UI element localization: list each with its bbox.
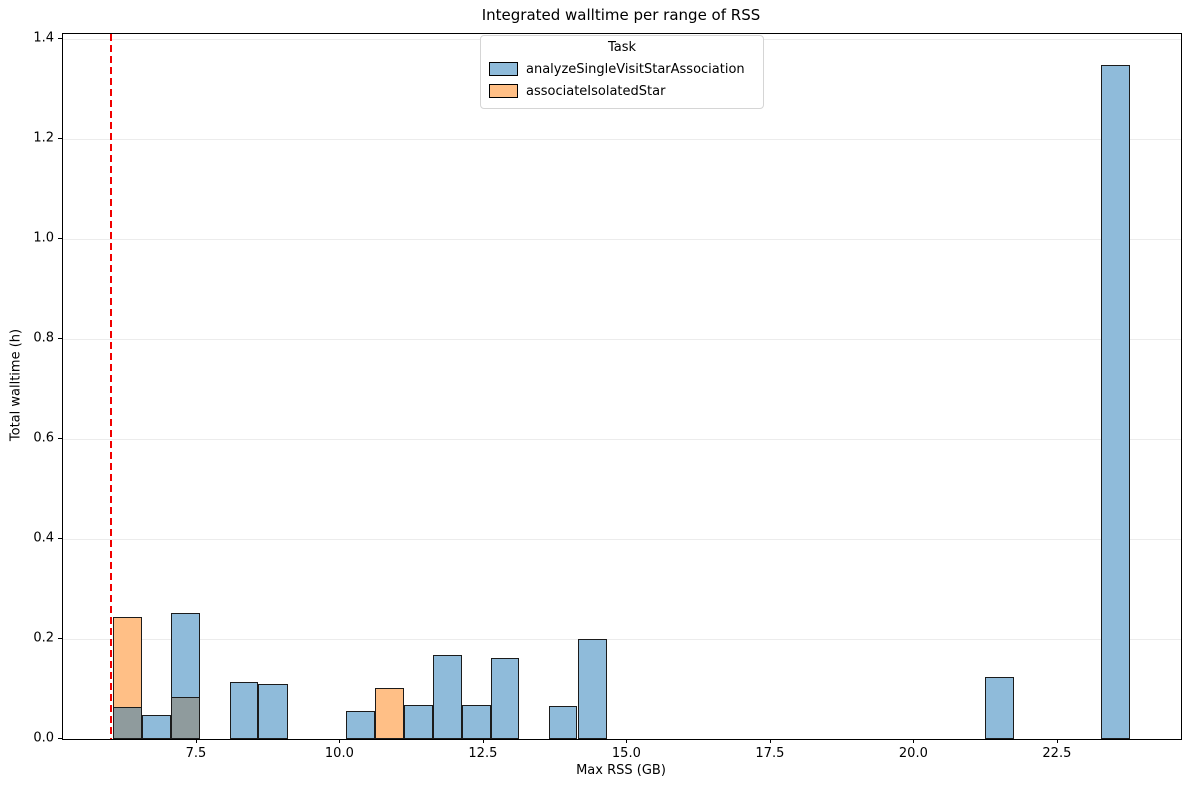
legend: Task analyzeSingleVisitStarAssociation a… — [480, 35, 764, 109]
x-tick-mark — [913, 739, 915, 743]
histogram-bar-analyzeSingleVisitStarAssociation — [548, 705, 578, 739]
histogram-bar-analyzeSingleVisitStarAssociation — [490, 657, 520, 739]
x-tick-mark — [196, 739, 197, 743]
legend-item-analyzeSingleVisitStarAssociation: analyzeSingleVisitStarAssociation — [489, 58, 755, 80]
x-tick-label: 17.5 — [755, 746, 785, 761]
y-tick-label: 0.0 — [33, 730, 54, 746]
y-tick-label: 1.0 — [33, 230, 54, 246]
y-tick-mark — [58, 338, 62, 339]
legend-swatch-orange-icon — [489, 84, 518, 98]
x-tick-label: 12.5 — [468, 746, 498, 761]
histogram-bar-analyzeSingleVisitStarAssociation — [1100, 65, 1131, 739]
histogram-bar-analyzeSingleVisitStarAssociation — [577, 639, 607, 739]
y-tick-mark — [58, 38, 62, 39]
gridline-y-1.2 — [63, 139, 1181, 140]
x-axis-label: Max RSS (GB) — [576, 763, 666, 778]
gridline-y-1.0 — [63, 239, 1181, 240]
y-tick-mark — [58, 138, 62, 139]
histogram-bar-associateIsolatedStar — [171, 697, 201, 739]
histogram-bar-analyzeSingleVisitStarAssociation — [403, 704, 433, 739]
plot-area — [62, 33, 1182, 740]
x-tick-mark — [339, 739, 341, 743]
legend-label: associateIsolatedStar — [526, 83, 666, 99]
y-tick-label: 0.2 — [33, 630, 54, 646]
y-tick-label: 0.4 — [33, 530, 54, 546]
y-tick-mark — [58, 738, 62, 739]
legend-item-associateIsolatedStar: associateIsolatedStar — [489, 80, 755, 102]
y-tick-mark — [58, 538, 62, 539]
gridline-y-0.6 — [63, 439, 1181, 440]
y-tick-mark — [58, 438, 62, 439]
x-tick-label: 15.0 — [611, 746, 641, 761]
y-tick-mark — [58, 638, 62, 639]
histogram-bar-analyzeSingleVisitStarAssociation — [113, 707, 143, 739]
chart-title: Integrated walltime per range of RSS — [481, 6, 761, 24]
y-tick-label: 1.2 — [33, 130, 54, 146]
legend-label: analyzeSingleVisitStarAssociation — [526, 61, 745, 77]
y-tick-label: 0.8 — [33, 330, 54, 346]
x-tick-label: 7.5 — [185, 746, 207, 761]
x-tick-mark — [769, 739, 771, 743]
gridline-y-0.4 — [63, 539, 1181, 540]
x-tick-mark — [1056, 739, 1058, 743]
legend-swatch-blue-icon — [489, 62, 518, 76]
x-tick-label: 10.0 — [324, 746, 354, 761]
y-axis-label: Total walltime (h) — [8, 328, 24, 442]
gridline-y-0.8 — [63, 339, 1181, 340]
histogram-bar-analyzeSingleVisitStarAssociation — [258, 684, 288, 739]
gridline-y-0.2 — [63, 639, 1181, 640]
reference-line — [109, 34, 112, 739]
histogram-bar-associateIsolatedStar — [374, 688, 404, 739]
histogram-bar-analyzeSingleVisitStarAssociation — [461, 704, 491, 739]
x-tick-label: 22.5 — [1042, 746, 1072, 761]
x-tick-label: 20.0 — [898, 746, 928, 761]
histogram-bar-analyzeSingleVisitStarAssociation — [345, 710, 375, 739]
y-tick-label: 1.4 — [33, 30, 54, 46]
histogram-bar-analyzeSingleVisitStarAssociation — [142, 715, 172, 739]
y-tick-label: 0.6 — [33, 430, 54, 446]
y-tick-mark — [58, 238, 62, 239]
histogram-bar-analyzeSingleVisitStarAssociation — [229, 682, 259, 739]
histogram-bar-analyzeSingleVisitStarAssociation — [432, 654, 462, 739]
legend-title: Task — [607, 40, 637, 55]
x-tick-mark — [626, 739, 628, 743]
x-tick-mark — [482, 739, 484, 743]
histogram-bar-analyzeSingleVisitStarAssociation — [985, 676, 1014, 739]
